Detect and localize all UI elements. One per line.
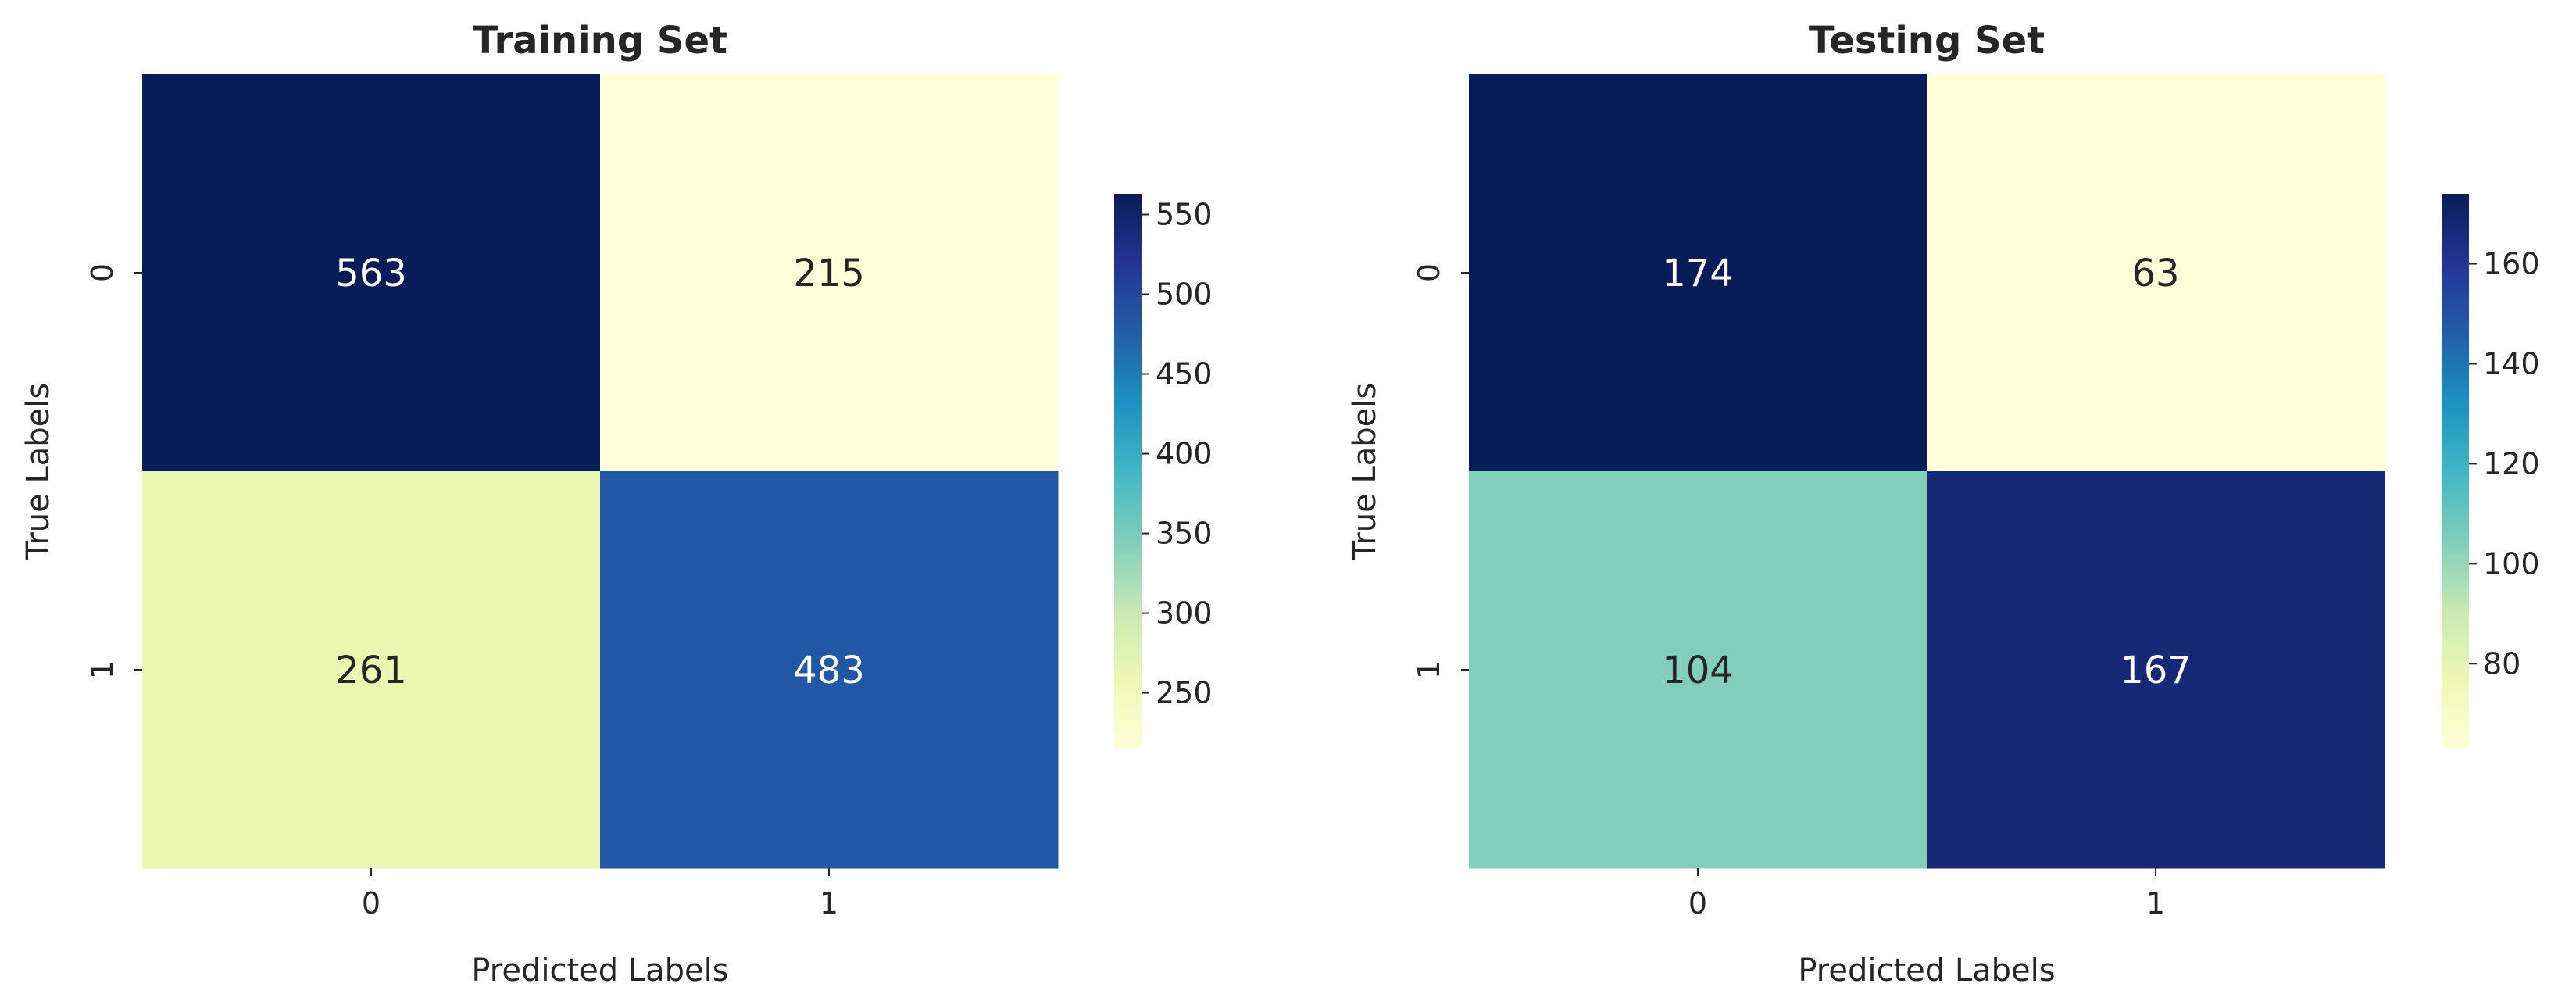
x-axis-label: Predicted Labels: [471, 953, 728, 989]
colorbar-tick-label: 140: [2483, 346, 2540, 381]
heatmap-cell-0-0: [142, 74, 601, 472]
y-tick-label: 1: [1412, 660, 1446, 679]
x-tick-label: 1: [820, 886, 838, 921]
y-tick-label: 0: [85, 263, 120, 282]
colorbar-tick-label: 120: [2483, 446, 2540, 481]
x-tick-label: 0: [1688, 886, 1707, 921]
cell-value-label: 63: [2131, 252, 2179, 295]
heatmap-cell-1-0: [1469, 471, 1928, 869]
cell-value-label: 104: [1662, 649, 1734, 692]
colorbar-tick-label: 450: [1156, 357, 1213, 392]
cell-value-label: 215: [793, 252, 865, 295]
colorbar: [1114, 194, 1142, 749]
colorbar-tick-label: 500: [1156, 277, 1213, 312]
heatmap-cell-1-0: [142, 471, 601, 869]
x-tick-label: 0: [362, 886, 381, 921]
cell-value-label: 174: [1662, 252, 1734, 295]
colorbar-tick-label: 550: [1156, 198, 1213, 232]
y-axis-label: True Labels: [20, 383, 56, 560]
colorbar-tick-label: 80: [2483, 646, 2521, 681]
heatmap-cell-1-1: [600, 471, 1059, 869]
colorbar-tick-label: 400: [1156, 437, 1213, 471]
cell-value-label: 167: [2120, 649, 2192, 692]
colorbar-tick-label: 250: [1156, 676, 1213, 710]
y-axis-label: True Labels: [1347, 383, 1383, 560]
cell-value-label: 483: [793, 649, 865, 692]
heatmap-panel-0: 563 215 261 483 Training Set 0 1 0 1 Predicted La…: [20, 19, 1213, 989]
colorbar: [2442, 194, 2469, 749]
heatmap-cell-1-1: [1927, 471, 2385, 869]
chart-title: Training Set: [473, 19, 727, 63]
x-axis-label: Predicted Labels: [1798, 953, 2055, 989]
colorbar-tick-label: 100: [2483, 546, 2540, 581]
colorbar-tick-label: 160: [2483, 247, 2540, 281]
y-tick-label: 1: [85, 660, 120, 679]
cell-value-label: 563: [335, 252, 407, 295]
heatmap-panel-1: 174 63 104 167 Testing Set 0 1 0 1 Predicted Labe…: [1347, 19, 2540, 989]
colorbar-tick-label: 300: [1156, 596, 1213, 631]
x-tick-label: 1: [2146, 886, 2165, 921]
cell-value-label: 261: [335, 649, 407, 692]
heatmap-cell-0-0: [1469, 74, 1928, 472]
y-tick-label: 0: [1412, 263, 1446, 282]
colorbar-tick-label: 350: [1156, 517, 1213, 551]
heatmap-cell-0-1: [600, 74, 1059, 472]
chart-title: Testing Set: [1809, 19, 2045, 63]
heatmap-cell-0-1: [1927, 74, 2385, 472]
